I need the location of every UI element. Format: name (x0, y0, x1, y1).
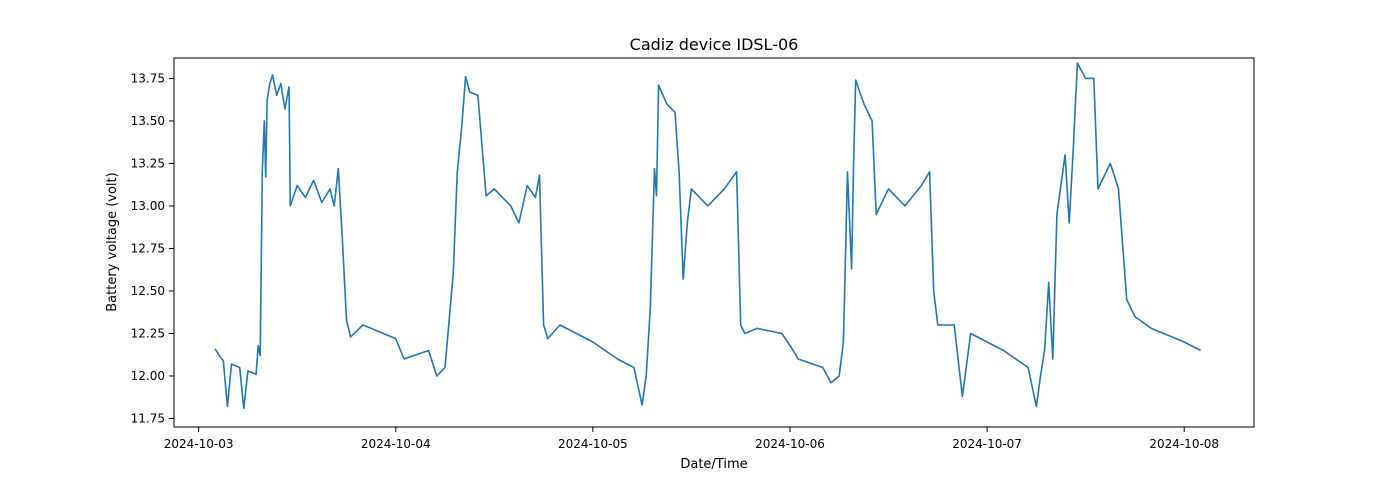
y-tick-label: 12.75 (131, 241, 165, 255)
series-line-0 (214, 62, 1201, 410)
x-tick-label: 2024-10-08 (1149, 437, 1219, 451)
y-tick-label: 12.00 (131, 369, 165, 383)
chart-title: Cadiz device IDSL-06 (630, 35, 799, 54)
y-tick-label: 13.50 (131, 114, 165, 128)
y-axis: 11.75 12.00 12.25 12.50 12.75 13.00 13.25 13.50… (131, 71, 174, 425)
y-tick-label: 13.25 (131, 156, 165, 170)
y-tick-label: 12.50 (131, 284, 165, 298)
y-tick-label: 12.25 (131, 326, 165, 340)
x-tick-label: 2024-10-06 (755, 437, 825, 451)
x-axis-label: Date/Time (680, 457, 747, 472)
y-tick-label: 13.00 (131, 199, 165, 213)
y-axis-label: Battery voltage (volt) (105, 172, 120, 311)
y-tick-label: 13.75 (131, 71, 165, 85)
x-tick-label: 2024-10-05 (558, 437, 628, 451)
plot-frame (173, 57, 1255, 428)
x-tick-label: 2024-10-03 (164, 437, 234, 451)
x-tick-label: 2024-10-07 (952, 437, 1022, 451)
y-tick-label: 11.75 (131, 411, 165, 425)
plot-area (214, 62, 1201, 410)
x-axis: 2024-10-03 2024-10-04 2024-10-05 2024-10-06… (164, 427, 1219, 451)
x-tick-label: 2024-10-04 (361, 437, 431, 451)
